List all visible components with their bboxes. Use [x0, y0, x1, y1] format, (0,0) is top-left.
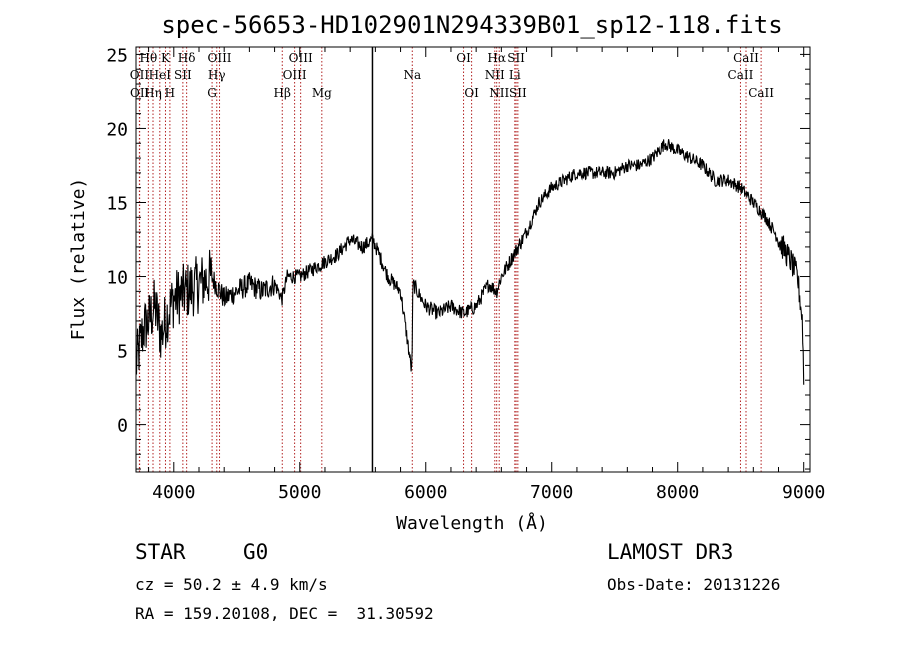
line-marker-label: Hθ [139, 51, 157, 65]
line-marker-label: SII [507, 51, 525, 65]
line-marker-label: OIII [289, 51, 313, 65]
y-tick-label: 20 [106, 119, 128, 140]
plot-frame [135, 46, 811, 473]
y-tick-label: 15 [106, 193, 128, 214]
line-marker-label: Hα [487, 51, 506, 65]
line-marker-label: OII [130, 68, 150, 82]
line-marker-label: Hη [144, 86, 162, 100]
line-marker-label: OI [456, 51, 471, 65]
chart-title: spec-56653-HD102901N294339B01_sp12-118.f… [161, 11, 782, 39]
x-tick-label: 6000 [404, 482, 447, 503]
line-marker-label: OIII [283, 68, 307, 82]
observation-date: Obs-Date: 20131226 [607, 575, 781, 594]
line-marker-label: Na [403, 68, 421, 82]
line-marker-label: OIII [207, 51, 231, 65]
object-type: STAR [135, 540, 186, 564]
line-marker-label: OII [130, 86, 150, 100]
line-marker-label: Hδ [178, 51, 196, 65]
y-tick-label: 25 [106, 45, 128, 66]
x-tick-label: 7000 [530, 482, 573, 503]
line-marker-label: SII [174, 68, 192, 82]
line-marker-label: H [165, 86, 175, 100]
line-marker-label: NII [485, 68, 505, 82]
spectral-subclass: G0 [243, 540, 269, 564]
coordinates: RA = 159.20108, DEC = 31.30592 [135, 604, 434, 623]
line-marker-label: Mg [312, 86, 332, 100]
y-axis-label: Flux (relative) [68, 178, 89, 341]
line-marker-label: G [207, 86, 217, 100]
line-marker-label: Hβ [274, 86, 291, 100]
line-marker-label: NII [489, 86, 509, 100]
y-tick-label: 5 [117, 342, 128, 363]
flux-line [135, 139, 805, 385]
line-marker-label: HeI [149, 68, 172, 82]
redshift-velocity: cz = 50.2 ± 4.9 km/s [135, 575, 328, 594]
line-marker-label: CaII [748, 86, 774, 100]
spectral-line-markers [138, 47, 762, 472]
x-axis-label: Wavelength (Å) [396, 512, 548, 534]
x-tick-label: 5000 [278, 482, 321, 503]
line-marker-label: OI [464, 86, 479, 100]
survey-name: LAMOST DR3 [607, 540, 734, 564]
line-marker-label: K [161, 51, 171, 65]
line-marker-label: SII [509, 86, 527, 100]
x-tick-label: 9000 [782, 482, 825, 503]
x-tick-label: 8000 [656, 482, 699, 503]
line-marker-label: CaII [733, 51, 759, 65]
line-marker-label: CaII [728, 68, 754, 82]
line-marker-label: Li [509, 68, 521, 82]
y-tick-label: 10 [106, 268, 128, 289]
axes: 4000 5000 6000 7000 8000 9000 0 5 10 15 20 25 [106, 45, 825, 503]
line-marker-label: Hγ [208, 68, 226, 82]
x-tick-label: 4000 [152, 482, 195, 503]
y-tick-label: 0 [117, 416, 128, 437]
